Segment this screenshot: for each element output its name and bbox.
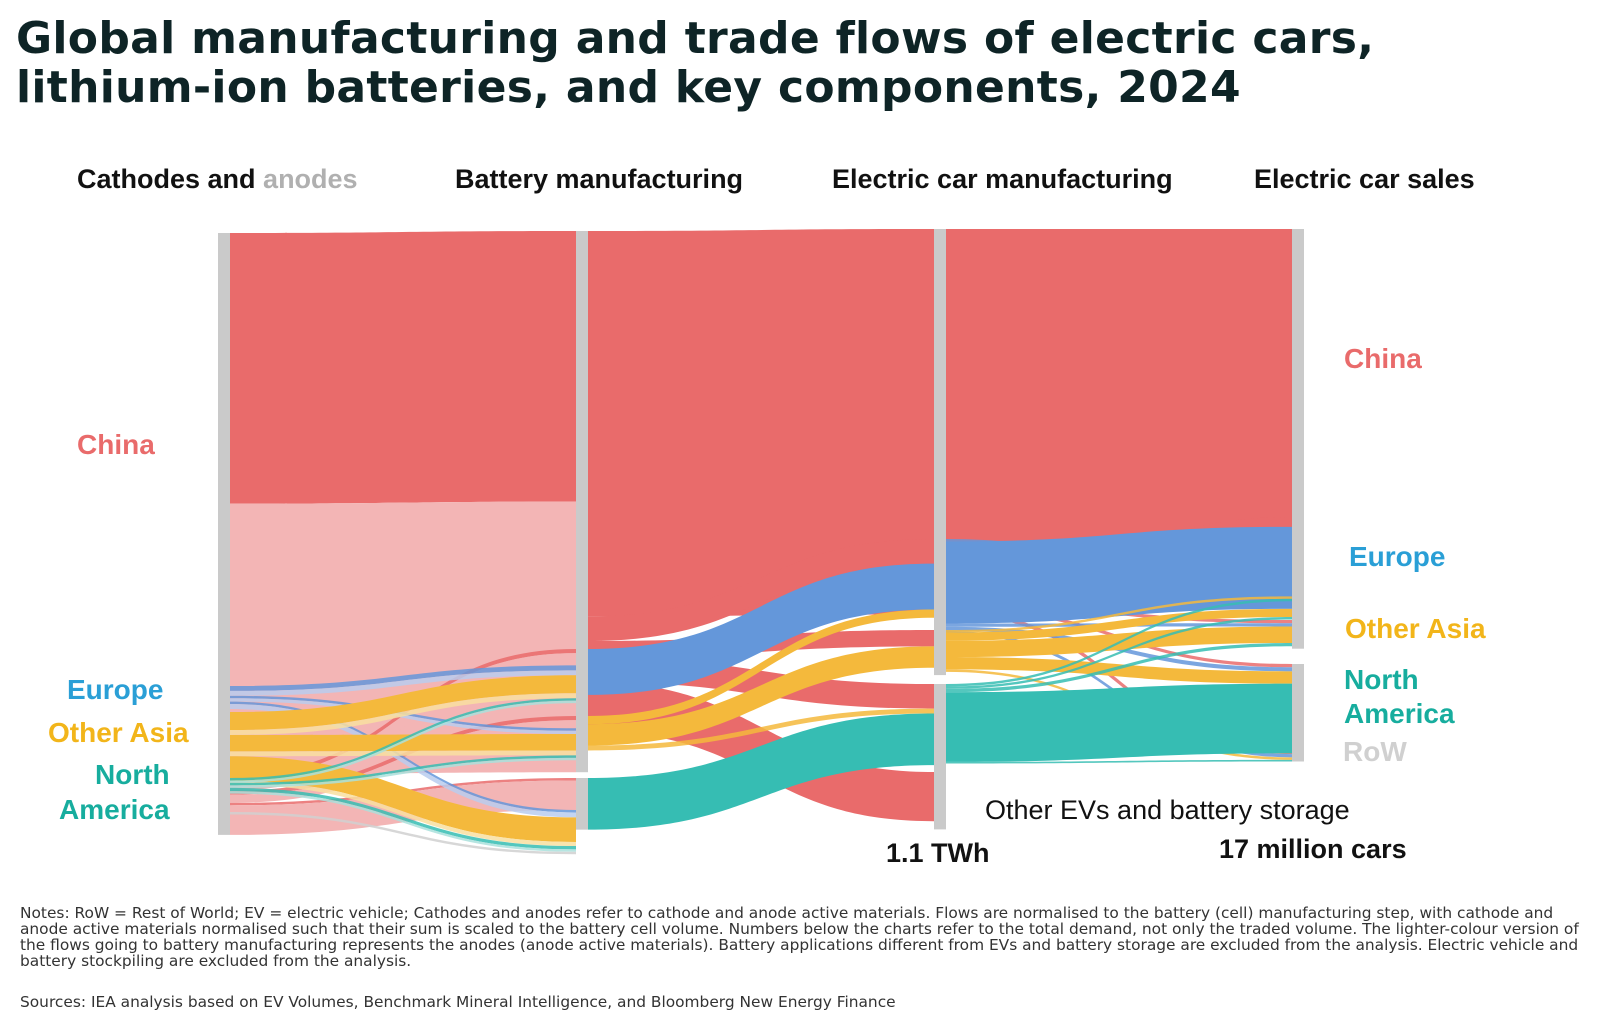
flow-c_china-to-b_china-anode [230,501,576,775]
node-m_na [934,684,946,785]
left-label-china: China [77,429,155,460]
flow-c_na-to-b_asia-cathode [230,755,576,786]
chart-title-line-2: lithium-ion batteries, and key component… [16,62,1241,113]
node-s_row [1292,750,1304,762]
flow-b_china-to-m_china [588,229,934,617]
node-c_na [218,778,230,833]
flow-c_na-to-b_europe-anode [230,700,576,783]
left-label-north: North [95,759,170,790]
flow-m_china-to-s_row [946,610,1292,755]
node-m_europe [934,539,946,635]
flow-c_na-to-b_europe-cathode [230,698,576,781]
node-b_na [576,778,588,830]
flow-c_china-to-b_europe-anode [230,653,576,791]
flow-c_asia-to-b_asia-anode [230,750,576,757]
node-m_asia [934,630,946,676]
chart-notes: Notes: RoW = Rest of World; EV = electri… [20,904,1579,970]
flow-m_europe-to-s_europe [946,526,1292,624]
column-header-cathodes: Cathodes and [77,164,256,194]
flow-b_china-to-m_europe [588,539,934,641]
node-c_china [218,233,230,835]
column-header-anodes: anodes [263,164,358,194]
flow-c_asia-to-b_europe-anode [230,693,576,735]
flow-m_china-to-s_china [946,229,1292,594]
right-label-europe: Europe [1349,541,1446,572]
node-b_europe [576,649,588,695]
flow-m_na-to-s_row [946,759,1292,764]
flow-m_na-to-s_asia [946,642,1292,693]
right-label-other-asia: Other Asia [1345,613,1486,644]
node-s_europe [1292,517,1304,627]
flow-b_na-to-m_na [588,713,934,830]
column-header-electric-car-sales: Electric car sales [1254,164,1475,194]
node-s_china [1292,229,1304,594]
flow-c_asia-to-b_na-anode [230,780,576,847]
node-s_na [1292,664,1304,754]
flow-b_asia-to-m_europe [588,609,934,725]
column-header-cathodes-anodes: Cathodes and anodes [77,164,358,195]
flow-c_row-to-b_na-cathode [230,812,576,855]
node-m_other [934,772,946,830]
flow-c_na-to-b_asia-anode [230,757,576,788]
chart-sources: Sources: IEA analysis based on EV Volume… [20,993,896,1011]
right-label-china: China [1344,343,1422,374]
flow-c_na-to-b_na-cathode [230,787,576,850]
flow-c_europe-to-b_na-cathode [230,701,576,813]
left-label-america: America [59,794,170,825]
left-label-europe: Europe [67,674,164,705]
right-label-row: RoW [1343,736,1407,767]
chart-title: Global manufacturing and trade flows of … [16,14,1374,112]
node-b_china [576,231,588,773]
node-m_china [934,229,946,615]
total-battery-twh: 1.1 TWh [886,838,990,868]
other-evs-battery-storage-label: Other EVs and battery storage [985,795,1350,825]
sankey-links [230,229,1292,855]
node-c_row [218,812,230,817]
flow-b_europe-to-m_europe [588,563,934,695]
total-cars: 17 million cars [1219,834,1407,864]
flow-m_asia-to-s_na [946,657,1292,684]
flow-c_europe-to-b_europe-cathode [230,665,576,691]
flow-m_na-to-s_china [946,598,1292,687]
flow-c_europe-to-b_na-anode [230,704,576,818]
node-s_asia [1292,620,1304,649]
flow-c_asia-to-b_na-cathode [230,756,576,842]
node-b_asia [576,716,588,751]
flow-c_asia-to-b_europe-cathode [230,675,576,731]
chart-title-line-1: Global manufacturing and trade flows of … [16,13,1375,64]
left-label-other-asia: Other Asia [48,717,189,748]
sankey-nodes [218,229,1304,835]
right-label-north: North [1344,664,1419,695]
node-c_europe [218,686,230,719]
right-label-america: America [1344,698,1455,729]
flow-m_asia-to-s_europe [946,608,1292,641]
flow-c_na-to-b_na-anode [230,791,576,852]
flow-c_europe-to-b_europe-anode [230,670,576,696]
flow-b_asia-to-m_asia [588,646,934,746]
column-header-battery-manufacturing: Battery manufacturing [455,164,744,194]
flow-b_asia-to-m_na [588,708,934,751]
flow-m_na-to-s_europe [946,617,1292,689]
flow-m_na-to-s_na [946,683,1292,762]
flow-m_asia-to-s_china [946,596,1292,633]
flow-c_china-to-b_china-cathode [230,231,576,504]
column-header-electric-car-manufacturing: Electric car manufacturing [832,164,1173,194]
